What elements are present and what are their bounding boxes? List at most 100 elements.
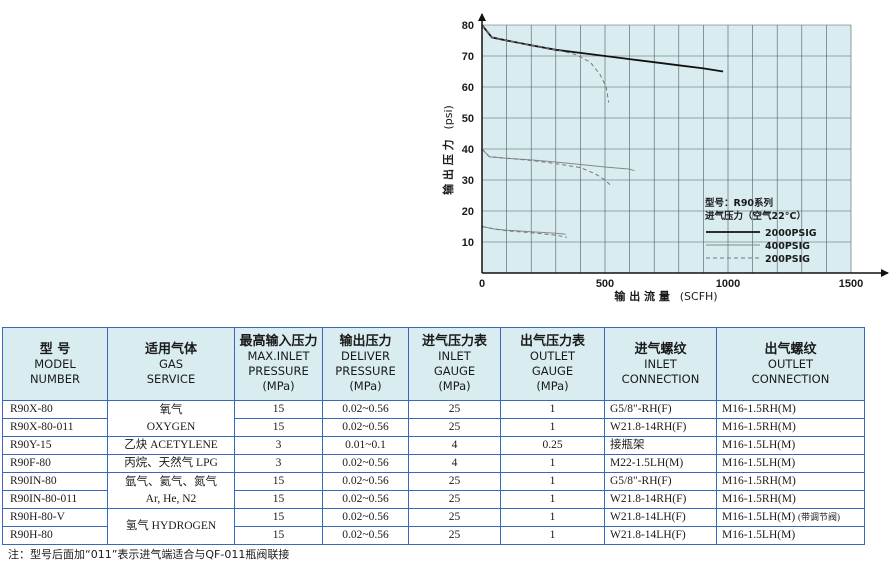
cell-inlet-connection: 接瓶架 <box>604 436 717 455</box>
cell-inlet-gauge: 25 <box>408 508 501 527</box>
header-gas-service: 适用气体 GAS SERVICE <box>107 327 235 401</box>
cell-max-inlet: 3 <box>234 454 323 473</box>
x-tick-label: 1000 <box>716 278 740 290</box>
cell-model: R90X-80-011 <box>2 418 108 437</box>
x-axis-title-unit: (SCFH) <box>680 290 718 303</box>
cell-inlet-connection: G5/8"-RH(F) <box>604 472 717 491</box>
cell-deliver: 0.02~0.56 <box>322 490 409 509</box>
cell-outlet-connection: M16-1.5RH(M) <box>716 472 865 491</box>
cell-inlet-connection: W21.8-14RH(F) <box>604 418 717 437</box>
cell-max-inlet: 15 <box>234 418 323 437</box>
table-row: R90IN-80-011 15 0.02~0.56 25 1 W21.8-14R… <box>2 490 865 509</box>
valve-note: (带调节阀) <box>798 512 841 522</box>
cell-gas-inert: 氩气、氦气、氮气 Ar, He, N2 <box>107 472 235 509</box>
y-tick-label: 30 <box>462 175 474 187</box>
footnote: 注：型号后面加“011”表示进气端适合与QF-011瓶阀联接 <box>8 548 290 561</box>
cell-outlet-gauge: 1 <box>500 418 605 437</box>
y-tick-label: 40 <box>462 144 474 156</box>
cell-deliver: 0.02~0.56 <box>322 400 409 419</box>
cell-outlet-connection: M16-1.5LH(M) <box>716 454 865 473</box>
cell-max-inlet: 15 <box>234 508 323 527</box>
cell-outlet-connection: M16-1.5RH(M) <box>716 418 865 437</box>
cell-max-inlet: 15 <box>234 526 323 545</box>
cell-inlet-gauge: 25 <box>408 418 501 437</box>
cell-max-inlet: 15 <box>234 400 323 419</box>
legend-label-200psig: 200PSIG <box>765 254 810 265</box>
cell-inlet-gauge: 4 <box>408 454 501 473</box>
cell-deliver: 0.02~0.56 <box>322 472 409 491</box>
cell-outlet-gauge: 1 <box>500 472 605 491</box>
cell-max-inlet: 15 <box>234 490 323 509</box>
y-axis-title-unit: (psi) <box>442 105 455 129</box>
y-axis-title-cn: 输 出 压 力 <box>441 139 455 195</box>
cell-model: R90H-80-V <box>2 508 108 527</box>
y-tick-label: 10 <box>462 237 474 249</box>
series-line-200psig-dashed <box>481 226 567 238</box>
table-row: R90H-80-V 氢气 HYDROGEN 15 0.02~0.56 25 1 … <box>2 508 865 545</box>
cell-inlet-connection: W21.8-14LH(F) <box>604 526 717 545</box>
header-inlet-connection: 进气螺纹 INLET CONNECTION <box>604 327 717 401</box>
header-max-inlet: 最高输入压力 MAX.INLET PRESSURE (MPa) <box>234 327 323 401</box>
outlet-connection-value: M16-1.5LH(M) <box>722 511 796 523</box>
table-row: R90IN-80 氩气、氦气、氮气 Ar, He, N2 15 0.02~0.56… <box>2 472 865 509</box>
header-model: 型 号 MODEL NUMBER <box>2 327 108 401</box>
x-axis-title-cn: 输 出 流 量 <box>614 289 670 303</box>
cell-outlet-gauge: 1 <box>500 490 605 509</box>
legend-label-2000psig: 2000PSIG <box>765 228 817 239</box>
cell-deliver: 0.02~0.56 <box>322 508 409 527</box>
cell-inlet-gauge: 25 <box>408 526 501 545</box>
cell-outlet-connection: M16-1.5RH(M) <box>716 490 865 509</box>
cell-model: R90IN-80-011 <box>2 490 108 509</box>
y-tick-label: 50 <box>462 113 474 125</box>
series-line-2000psig-dashed <box>481 24 610 103</box>
cell-outlet-connection: M16-1.5RH(M) <box>716 400 865 419</box>
table-row: R90Y-15 乙炔 ACETYLENE 3 0.01~0.1 4 0.25 接… <box>2 436 865 455</box>
series-line-400psig-dashed <box>481 148 611 185</box>
cell-inlet-gauge: 25 <box>408 472 501 491</box>
cell-inlet-gauge: 25 <box>408 490 501 509</box>
cell-max-inlet: 3 <box>234 436 323 455</box>
cell-gas-oxygen: 氧气 OXYGEN <box>107 400 235 437</box>
x-tick-label: 0 <box>479 278 485 290</box>
cell-outlet-gauge: 1 <box>500 454 605 473</box>
cell-gas-hydrogen: 氢气 HYDROGEN <box>107 508 235 545</box>
cell-inlet-connection: G5/8"-RH(F) <box>604 400 717 419</box>
series-lines <box>481 24 724 238</box>
cell-gas-acetylene: 乙炔 ACETYLENE <box>107 436 235 455</box>
cell-model: R90IN-80 <box>2 472 108 491</box>
header-deliver: 输出压力 DELIVER PRESSURE (MPa) <box>322 327 409 401</box>
cell-outlet-gauge: 0.25 <box>500 436 605 455</box>
cell-deliver: 0.01~0.1 <box>322 436 409 455</box>
y-tick-label: 60 <box>462 82 474 94</box>
cell-outlet-gauge: 1 <box>500 508 605 527</box>
legend-title-2: 进气压力（空气22°C） <box>705 210 806 222</box>
table-row: R90X-80 氧气 OXYGEN 15 0.02~0.56 25 1 G5/8"… <box>2 400 865 437</box>
flow-pressure-chart: 0 500 1000 1500 10 20 30 40 50 60 70 80 输 出 流 量 (SC… <box>430 10 893 310</box>
cell-inlet-gauge: 25 <box>408 400 501 419</box>
table-row: R90H-80 15 0.02~0.56 25 1 W21.8-14LH(F) … <box>2 526 865 545</box>
tick-labels: 0 500 1000 1500 10 20 30 40 50 60 70 80 <box>462 20 863 290</box>
table-header-row: 型 号 MODEL NUMBER 适用气体 GAS SERVICE 最高输入压力 MAX.… <box>2 327 865 401</box>
cell-inlet-connection: M22-1.5LH(M) <box>604 454 717 473</box>
cell-model: R90H-80 <box>2 526 108 545</box>
cell-model: R90X-80 <box>2 400 108 419</box>
header-outlet-connection: 出气螺纹 OUTLET CONNECTION <box>716 327 865 401</box>
legend: 型号：R90系列 进气压力（空气22°C） 2000PSIG 400PSIG 2… <box>705 197 817 265</box>
y-tick-label: 20 <box>462 206 474 218</box>
x-tick-label: 1500 <box>839 278 863 290</box>
cell-outlet-connection: M16-1.5LH(M) (带调节阀) <box>716 508 865 527</box>
header-outlet-gauge: 出气压力表 OUTLET GAUGE (MPa) <box>500 327 605 401</box>
cell-model: R90Y-15 <box>2 436 108 455</box>
y-axis-title: 输 出 压 力 (psi) <box>441 105 455 195</box>
cell-gas-lpg: 丙烷、天然气 LPG <box>107 454 235 473</box>
cell-deliver: 0.02~0.56 <box>322 418 409 437</box>
legend-title-1: 型号：R90系列 <box>705 197 773 209</box>
cell-inlet-connection: W21.8-14LH(F) <box>604 508 717 527</box>
header-inlet-gauge: 进气压力表 INLET GAUGE (MPa) <box>408 327 501 401</box>
cell-max-inlet: 15 <box>234 472 323 491</box>
table-row: R90F-80 丙烷、天然气 LPG 3 0.02~0.56 4 1 M22-1… <box>2 454 865 473</box>
cell-outlet-connection: M16-1.5LH(M) <box>716 436 865 455</box>
legend-label-400psig: 400PSIG <box>765 241 810 252</box>
chart-svg: 0 500 1000 1500 10 20 30 40 50 60 70 80 输 出 流 量 (SC… <box>441 13 889 303</box>
cell-inlet-connection: W21.8-14RH(F) <box>604 490 717 509</box>
